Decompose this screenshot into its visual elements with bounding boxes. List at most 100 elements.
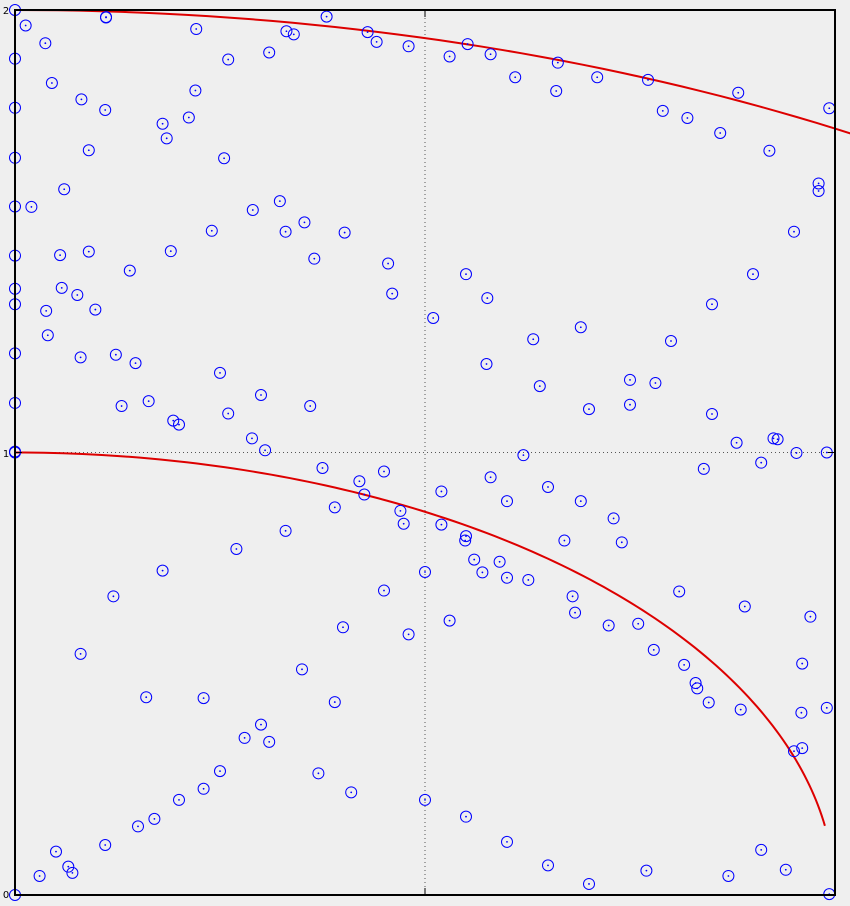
point-dot xyxy=(235,548,238,550)
point-ring xyxy=(45,77,58,90)
data-point xyxy=(156,117,169,130)
point-ring xyxy=(279,225,292,238)
data-point xyxy=(345,786,358,799)
point-dot xyxy=(79,356,82,359)
data-point xyxy=(574,495,587,508)
point-ring xyxy=(706,408,718,421)
point-dot xyxy=(760,848,763,851)
point-dot xyxy=(556,61,559,64)
data-point xyxy=(142,395,155,408)
data-point xyxy=(435,485,448,498)
point-ring xyxy=(71,288,84,301)
point-ring xyxy=(702,696,715,709)
data-point xyxy=(382,257,395,270)
point-dot xyxy=(485,363,488,365)
data-point xyxy=(280,25,293,38)
point-dot xyxy=(169,250,172,253)
point-ring xyxy=(397,517,410,530)
data-point xyxy=(460,530,472,543)
point-dot xyxy=(702,467,705,470)
point-dot xyxy=(424,798,426,801)
point-ring xyxy=(795,706,808,719)
data-point xyxy=(74,647,87,660)
data-point xyxy=(41,329,54,342)
point-dot xyxy=(303,221,306,224)
data-point xyxy=(795,706,808,719)
point-dot xyxy=(321,467,324,469)
point-dot xyxy=(325,15,328,18)
point-dot xyxy=(366,31,369,34)
point-dot xyxy=(80,98,83,101)
point-dot xyxy=(38,875,41,877)
point-ring xyxy=(62,860,75,873)
data-point xyxy=(197,782,210,795)
point-dot xyxy=(588,883,590,885)
point-ring xyxy=(259,444,272,457)
point-ring xyxy=(263,735,276,748)
point-ring xyxy=(132,820,144,833)
data-point xyxy=(71,288,84,301)
data-point xyxy=(484,48,497,61)
data-point xyxy=(115,400,128,413)
data-point xyxy=(493,555,506,568)
data-point xyxy=(109,348,122,361)
point-dot xyxy=(801,662,804,665)
data-point xyxy=(263,46,276,59)
point-dot xyxy=(481,571,484,574)
point-ring xyxy=(142,395,155,408)
point-ring xyxy=(691,682,704,695)
point-ring xyxy=(706,298,718,311)
point-ring xyxy=(361,26,374,39)
data-point xyxy=(419,565,431,578)
point-dot xyxy=(735,441,738,444)
data-point xyxy=(689,677,702,690)
data-point xyxy=(517,449,530,462)
data-point xyxy=(632,617,645,630)
data-point xyxy=(763,144,776,157)
data-point xyxy=(734,703,747,716)
data-point xyxy=(767,432,780,445)
point-ring xyxy=(481,292,494,305)
data-point xyxy=(40,304,53,317)
point-ring xyxy=(484,48,497,61)
data-point xyxy=(812,177,825,190)
point-dot xyxy=(465,273,467,276)
point-dot xyxy=(114,353,117,356)
point-dot xyxy=(719,132,722,134)
data-point xyxy=(812,184,825,197)
data-point xyxy=(796,657,809,670)
data-point xyxy=(678,658,691,671)
data-point xyxy=(501,495,513,508)
point-dot xyxy=(284,230,287,233)
point-dot xyxy=(202,787,205,790)
data-point xyxy=(160,132,173,145)
point-dot xyxy=(607,624,610,627)
point-ring xyxy=(697,462,710,475)
point-dot xyxy=(227,412,230,415)
point-ring xyxy=(468,553,481,566)
point-dot xyxy=(424,571,426,573)
point-dot xyxy=(547,864,549,867)
data-point xyxy=(58,183,71,196)
data-point xyxy=(647,643,660,656)
data-point xyxy=(796,742,809,755)
point-dot xyxy=(574,611,576,614)
point-dot xyxy=(251,437,253,440)
point-ring xyxy=(812,177,825,190)
data-point xyxy=(230,542,243,555)
point-dot xyxy=(350,791,353,794)
point-ring xyxy=(673,585,686,598)
point-ring xyxy=(566,590,579,603)
point-dot xyxy=(489,476,492,479)
point-ring xyxy=(558,534,571,547)
data-point xyxy=(665,334,677,347)
tick-marks xyxy=(15,9,835,896)
point-ring xyxy=(820,701,833,714)
point-ring xyxy=(480,358,493,370)
data-point xyxy=(460,810,472,823)
point-dot xyxy=(333,701,336,703)
point-dot xyxy=(30,206,33,208)
point-ring xyxy=(74,647,87,660)
point-ring xyxy=(527,333,540,346)
data-point xyxy=(551,56,564,69)
